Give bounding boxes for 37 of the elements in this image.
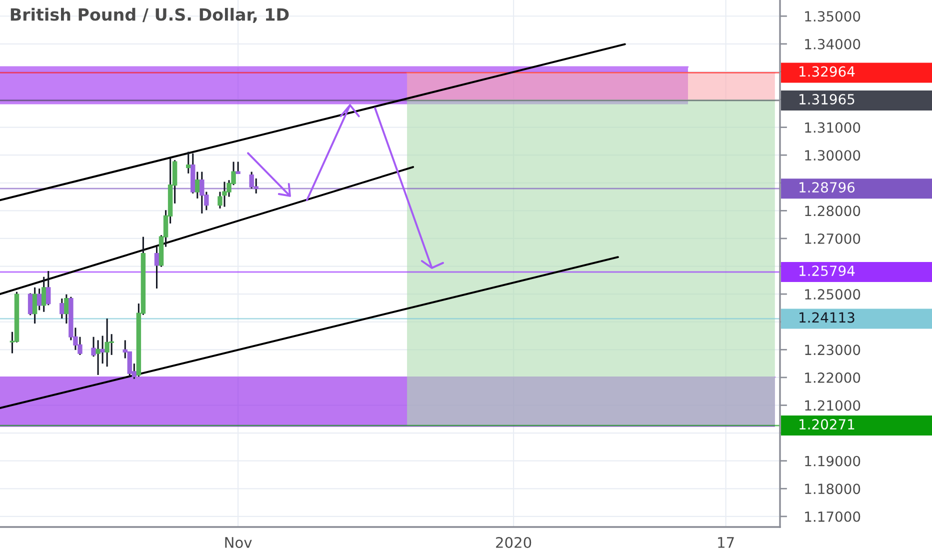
ref-line-label: 1.24113 xyxy=(800,312,854,323)
x-tick-label: 2020 xyxy=(496,536,532,548)
y-tick-label: 1.25000 xyxy=(805,289,860,300)
y-tick-label: 1.35000 xyxy=(805,11,860,22)
candlestick xyxy=(96,339,100,376)
y-tick-label: 1.17000 xyxy=(805,511,860,522)
y-tick-label: 1.31000 xyxy=(805,122,860,133)
candlestick xyxy=(195,171,200,200)
candlestick xyxy=(28,292,33,316)
ref-line-label: 1.25794 xyxy=(800,266,855,276)
candlestick xyxy=(236,161,240,174)
candlestick xyxy=(186,151,191,174)
candlestick xyxy=(36,288,42,311)
candlestick xyxy=(100,335,105,364)
candlestick xyxy=(46,270,51,306)
x-tick-label: 17 xyxy=(718,537,734,548)
y-tick-label: 1.28000 xyxy=(805,206,860,216)
line-series xyxy=(374,107,444,269)
ref-line-label: 1.32964 xyxy=(800,66,855,77)
y-tick-label: 1.23000 xyxy=(805,344,860,356)
line-series xyxy=(247,152,291,197)
candlestick xyxy=(60,298,64,320)
candlestick xyxy=(32,286,38,324)
chart-title: British Pound / U.S. Dollar, 1D xyxy=(10,8,289,23)
y-tick-label: 1.21000 xyxy=(805,400,860,411)
y-tick-label: 1.30000 xyxy=(805,150,860,161)
ref-line-label: 1.31965 xyxy=(800,94,854,105)
y-tick-label: 1.34000 xyxy=(805,38,860,50)
ref-line-label: 1.20271 xyxy=(800,419,854,430)
candlestick xyxy=(64,294,69,324)
y-tick-label: 1.27000 xyxy=(805,233,860,244)
x-tick-label: Nov xyxy=(225,537,252,548)
y-tick-label: 1.18000 xyxy=(805,484,860,494)
y-tick-label: 1.19000 xyxy=(805,456,860,466)
y-tick-label: 1.22000 xyxy=(805,372,860,383)
ref-line-label: 1.28796 xyxy=(800,182,855,193)
candlestick xyxy=(154,246,160,290)
